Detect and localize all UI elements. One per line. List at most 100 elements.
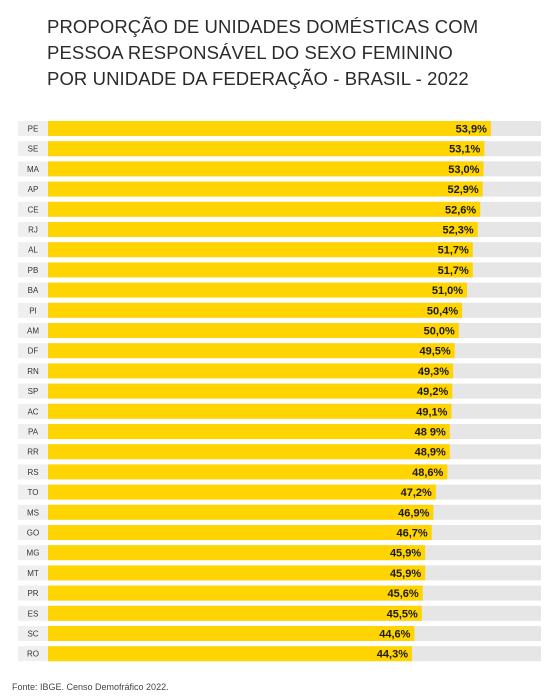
category-label-box [18, 626, 48, 641]
data-label: 45,9% [390, 568, 421, 580]
data-label: 51,7% [438, 245, 469, 257]
category-label-box [18, 161, 48, 177]
bar [48, 343, 455, 359]
data-label: 49,1% [416, 406, 447, 418]
category-label: BA [28, 286, 39, 295]
category-label: MG [27, 549, 40, 558]
data-label: 53,1% [449, 144, 480, 156]
category-label: AC [27, 407, 38, 416]
bar [48, 545, 426, 561]
category-label-box [18, 141, 48, 157]
category-label: RJ [28, 226, 38, 235]
data-label: 48,9% [415, 447, 446, 459]
data-label: 45,6% [387, 588, 418, 600]
category-label: GO [27, 529, 39, 538]
category-label: RN [27, 367, 39, 376]
bar [48, 242, 473, 258]
category-label: PA [28, 428, 39, 437]
source-note: Fonte: IBGE. Censo Demofráfico 2022. [12, 682, 169, 692]
bar [48, 323, 459, 338]
category-label: AM [27, 327, 39, 336]
bar [48, 201, 481, 217]
data-label: 49,5% [420, 346, 451, 358]
category-label: AP [28, 185, 39, 194]
category-label-box [18, 222, 48, 237]
bar [48, 565, 426, 581]
bar [48, 141, 485, 157]
data-label: 49,3% [418, 366, 449, 378]
category-label: SP [28, 387, 39, 396]
data-label: 53,0% [448, 164, 479, 176]
data-label: 51,7% [438, 265, 469, 277]
category-label: MA [27, 165, 40, 174]
category-label: RR [27, 448, 39, 457]
category-label: RO [27, 650, 39, 659]
bar [48, 222, 478, 237]
category-label-box [18, 585, 48, 601]
category-label: AL [28, 246, 38, 255]
category-label-box [18, 565, 48, 581]
category-label-box [18, 181, 48, 197]
category-label: PE [28, 125, 39, 134]
data-label: 52,6% [445, 204, 476, 216]
bar [48, 525, 432, 540]
bar [48, 444, 450, 460]
bar [48, 504, 434, 520]
data-label: 53,9% [456, 124, 487, 136]
bar [48, 464, 448, 480]
title-line-3: POR UNIDADE DA FEDERAÇÃO - BRASIL - 2022 [47, 68, 469, 89]
category-label: ES [28, 609, 39, 618]
data-label: 52,9% [447, 184, 478, 196]
bar [48, 626, 415, 641]
bar [48, 383, 453, 399]
bar [48, 121, 491, 136]
bar [48, 282, 468, 298]
category-label: RS [27, 468, 38, 477]
data-label: 51,0% [432, 285, 463, 297]
category-label-box [18, 121, 48, 136]
bar [48, 484, 436, 500]
category-label-box [18, 403, 48, 419]
category-label-box [18, 424, 48, 439]
category-label: PR [27, 589, 38, 598]
data-label: 44,6% [379, 629, 410, 641]
category-label: MT [27, 569, 39, 578]
category-label-box [18, 525, 48, 540]
category-label-box [18, 464, 48, 480]
bar [48, 403, 452, 419]
category-label-box [18, 242, 48, 258]
data-label: 52,3% [443, 225, 474, 237]
category-label: PB [28, 266, 39, 275]
category-label-box [18, 363, 48, 379]
category-label: TO [28, 488, 39, 497]
data-label: 45,9% [390, 548, 421, 560]
category-label: PI [29, 306, 37, 315]
title-line-2: PESSOA RESPONSÁVEL DO SEXO FEMININO [47, 42, 453, 63]
data-label: 50,4% [427, 305, 458, 317]
bar [48, 585, 423, 601]
category-label-box [18, 444, 48, 460]
bar [48, 605, 422, 621]
data-label: 49,2% [417, 386, 448, 398]
bar [48, 424, 450, 439]
category-label-box [18, 343, 48, 359]
data-label: 46,7% [397, 528, 428, 540]
data-label: 44,3% [377, 649, 408, 661]
data-label: 48,6% [412, 467, 443, 479]
chart-title: PROPORÇÃO DE UNIDADES DOMÉSTICAS COM PES… [47, 14, 527, 92]
category-label-box [18, 605, 48, 621]
data-label: 47,2% [401, 487, 432, 499]
category-label-box [18, 302, 48, 318]
bar [48, 181, 483, 197]
category-label-box [18, 545, 48, 561]
category-label: DF [28, 347, 39, 356]
category-label: SC [27, 630, 38, 639]
bar [48, 302, 463, 318]
bar [48, 363, 454, 379]
category-label-box [18, 282, 48, 298]
category-label-box [18, 383, 48, 399]
bar [48, 262, 473, 278]
category-label-box [18, 323, 48, 338]
category-label-box [18, 262, 48, 278]
